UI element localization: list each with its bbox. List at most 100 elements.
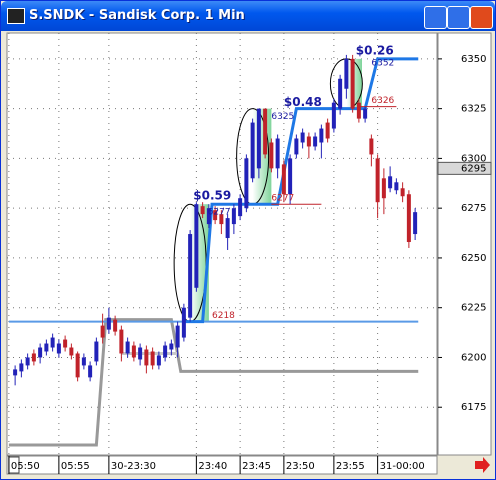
- candle-body: [13, 369, 18, 376]
- candle-body: [156, 355, 161, 366]
- candle-body: [400, 188, 405, 197]
- candle-body: [350, 58, 355, 109]
- x-tick-label: 23:40: [198, 461, 227, 472]
- annotation: 6277: [208, 208, 231, 218]
- candle-body: [313, 136, 318, 147]
- candle-body: [413, 212, 418, 235]
- candle-body: [131, 345, 136, 358]
- maximize-button[interactable]: [447, 6, 470, 29]
- price-axis: [437, 32, 492, 456]
- candle-body: [144, 349, 149, 366]
- x-tick-label: 31-00:00: [380, 461, 425, 472]
- candle-body: [344, 58, 349, 89]
- candle-body: [50, 337, 55, 348]
- last-price-label: 6295: [461, 163, 486, 174]
- candle-body: [81, 357, 86, 366]
- candle-body: [263, 108, 268, 155]
- candle-body: [44, 343, 49, 352]
- candle-body: [219, 214, 224, 225]
- candle-body: [56, 343, 61, 354]
- y-tick-label: 6325: [461, 104, 486, 115]
- annotation: 6352: [371, 58, 394, 68]
- x-tick-label: 23:45: [242, 461, 271, 472]
- candle-body: [38, 347, 43, 358]
- candle-body: [375, 158, 380, 203]
- x-tick-label: 23:55: [336, 461, 365, 472]
- candle-body: [188, 234, 193, 318]
- scroll-arrow[interactable]: [475, 457, 490, 473]
- candle-body: [394, 182, 399, 191]
- candle-body: [181, 307, 186, 338]
- candle-body: [331, 102, 336, 129]
- candle-body: [325, 122, 330, 139]
- candle-body: [200, 206, 205, 215]
- candle-body: [294, 138, 299, 155]
- close-button[interactable]: [470, 6, 493, 29]
- candle-body: [256, 108, 261, 169]
- annotation: 6218: [212, 311, 235, 321]
- level-line: [183, 57, 419, 324]
- candle-body: [388, 176, 393, 189]
- annotation: $0.26: [356, 43, 394, 57]
- candle-body: [406, 194, 411, 243]
- candle-body: [163, 345, 168, 358]
- annotation: $0.59: [193, 189, 231, 203]
- annotation: $0.48: [284, 95, 322, 109]
- candle-body: [69, 347, 74, 356]
- candle-body: [169, 343, 174, 350]
- candle-body: [138, 347, 143, 360]
- y-tick-label: 6200: [461, 352, 486, 363]
- candle-body: [100, 325, 105, 338]
- candle-body: [150, 351, 155, 366]
- candle-body: [25, 357, 30, 366]
- window-title: S.SNDK - Sandisk Corp. 1 Min: [29, 8, 245, 23]
- candle-body: [244, 158, 249, 209]
- candle-body: [356, 102, 361, 119]
- candle-body: [369, 138, 374, 155]
- x-tick-label: 05:50: [11, 461, 40, 472]
- candle-body: [213, 210, 218, 221]
- candle-body: [88, 365, 93, 378]
- candle-body: [119, 329, 124, 354]
- candle-body: [225, 218, 230, 239]
- minimize-button[interactable]: [424, 6, 447, 29]
- annotation: 6325: [271, 112, 294, 122]
- candle-body: [238, 198, 243, 217]
- candle-body: [338, 78, 343, 109]
- x-tick-label: 30-23:30: [111, 461, 156, 472]
- y-tick-label: 6250: [461, 253, 486, 264]
- annotation: 6277: [271, 194, 294, 204]
- y-tick-label: 6275: [461, 203, 486, 214]
- candle-body: [63, 339, 68, 348]
- candle-body: [19, 363, 24, 372]
- last-price-box: [437, 161, 492, 175]
- x-tick-label: 05:55: [61, 461, 90, 472]
- candle-body: [206, 208, 211, 225]
- x-tick-label: 23:50: [286, 461, 315, 472]
- candle-body: [306, 136, 311, 147]
- time-axis: [6, 455, 438, 475]
- candle-body: [363, 108, 368, 119]
- candle-body: [31, 353, 36, 362]
- candle-body: [300, 132, 305, 143]
- candle-body: [194, 204, 199, 288]
- candle-body: [269, 142, 274, 169]
- candle-body: [231, 208, 236, 225]
- candle-body: [175, 325, 180, 348]
- candle-body: [288, 158, 293, 195]
- candle-body: [94, 341, 99, 362]
- candle-body: [75, 353, 80, 378]
- candle-body: [125, 341, 130, 354]
- annotation: 6326: [371, 96, 394, 106]
- y-tick-label: 6300: [461, 153, 486, 164]
- chart: 6175 6200 6225 6250 6275 6300 6325 6350 05:50 05:…: [1, 31, 495, 479]
- level-line: [8, 318, 419, 447]
- candle-body: [281, 164, 286, 195]
- candle-body: [381, 178, 386, 199]
- app-icon: [7, 8, 25, 24]
- y-tick-label: 6175: [461, 402, 486, 413]
- candle-body: [250, 122, 255, 179]
- candle-body: [106, 317, 111, 330]
- candle-body: [113, 319, 118, 332]
